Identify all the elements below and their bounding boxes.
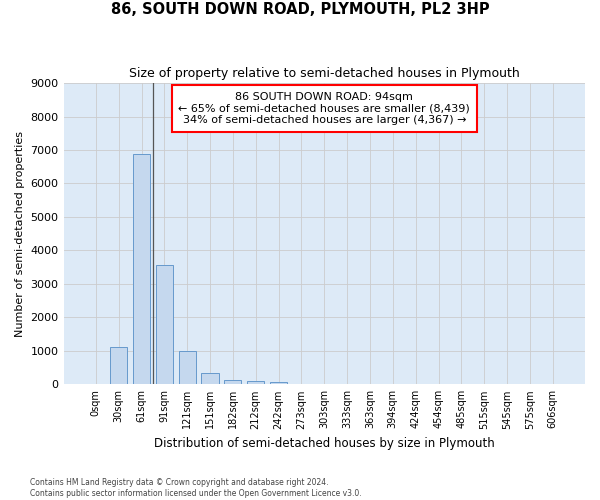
Bar	[179, 351, 196, 384]
Text: 86 SOUTH DOWN ROAD: 94sqm
← 65% of semi-detached houses are smaller (8,439)
34% : 86 SOUTH DOWN ROAD: 94sqm ← 65% of semi-…	[178, 92, 470, 126]
Y-axis label: Number of semi-detached properties: Number of semi-detached properties	[15, 130, 25, 336]
Title: Size of property relative to semi-detached houses in Plymouth: Size of property relative to semi-detach…	[129, 68, 520, 80]
Bar	[247, 380, 265, 384]
Bar	[202, 374, 218, 384]
Text: 86, SOUTH DOWN ROAD, PLYMOUTH, PL2 3HP: 86, SOUTH DOWN ROAD, PLYMOUTH, PL2 3HP	[110, 2, 490, 18]
Bar	[133, 154, 150, 384]
Bar	[270, 382, 287, 384]
Bar	[156, 265, 173, 384]
Bar	[224, 380, 241, 384]
Bar	[110, 347, 127, 385]
X-axis label: Distribution of semi-detached houses by size in Plymouth: Distribution of semi-detached houses by …	[154, 437, 494, 450]
Text: Contains HM Land Registry data © Crown copyright and database right 2024.
Contai: Contains HM Land Registry data © Crown c…	[30, 478, 362, 498]
